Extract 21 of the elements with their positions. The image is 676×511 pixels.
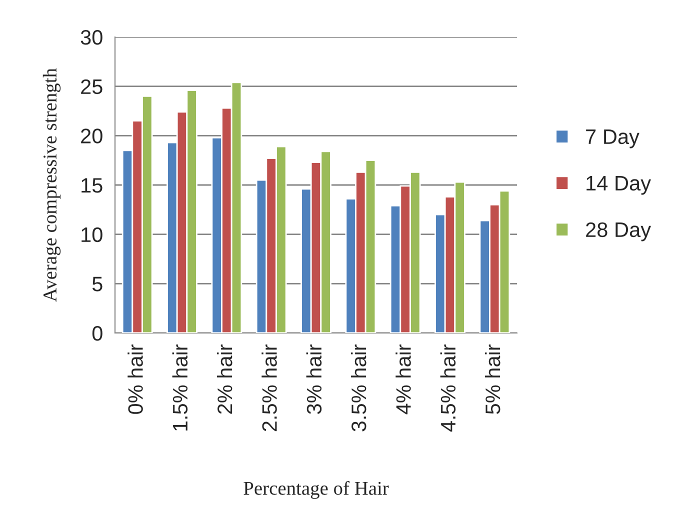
y-tick-label: 30 <box>80 30 102 45</box>
y-axis-title: Average compressive strength <box>42 68 61 302</box>
y-tick-label: 25 <box>81 79 102 94</box>
y-tick-label: 5 <box>92 276 102 292</box>
x-tick-label: 2.5% hair <box>262 344 277 432</box>
y-tick-label: 15 <box>82 178 102 193</box>
x-tick-label: 0% hair <box>128 344 143 414</box>
x-tick-label: 5% hair <box>484 344 500 414</box>
x-tick-label: 3.5% hair <box>350 344 366 432</box>
x-tick-label: 4% hair <box>396 344 411 414</box>
legend-label: 28 Day <box>586 222 651 242</box>
legend-label: 14 Day <box>586 176 651 195</box>
x-tick-label: 2% hair <box>216 344 232 414</box>
y-tick-label: 10 <box>82 227 102 242</box>
legend-label: 7 Day <box>586 130 640 148</box>
x-tick-label: 1.5% hair <box>172 344 188 431</box>
x-axis-title: Percentage of Hair <box>244 481 389 499</box>
y-tick-label: 0 <box>92 326 102 341</box>
x-tick-label: 3% hair <box>306 344 322 414</box>
y-tick-label: 20 <box>81 128 102 144</box>
x-tick-label: 4.5% hair <box>440 344 456 432</box>
